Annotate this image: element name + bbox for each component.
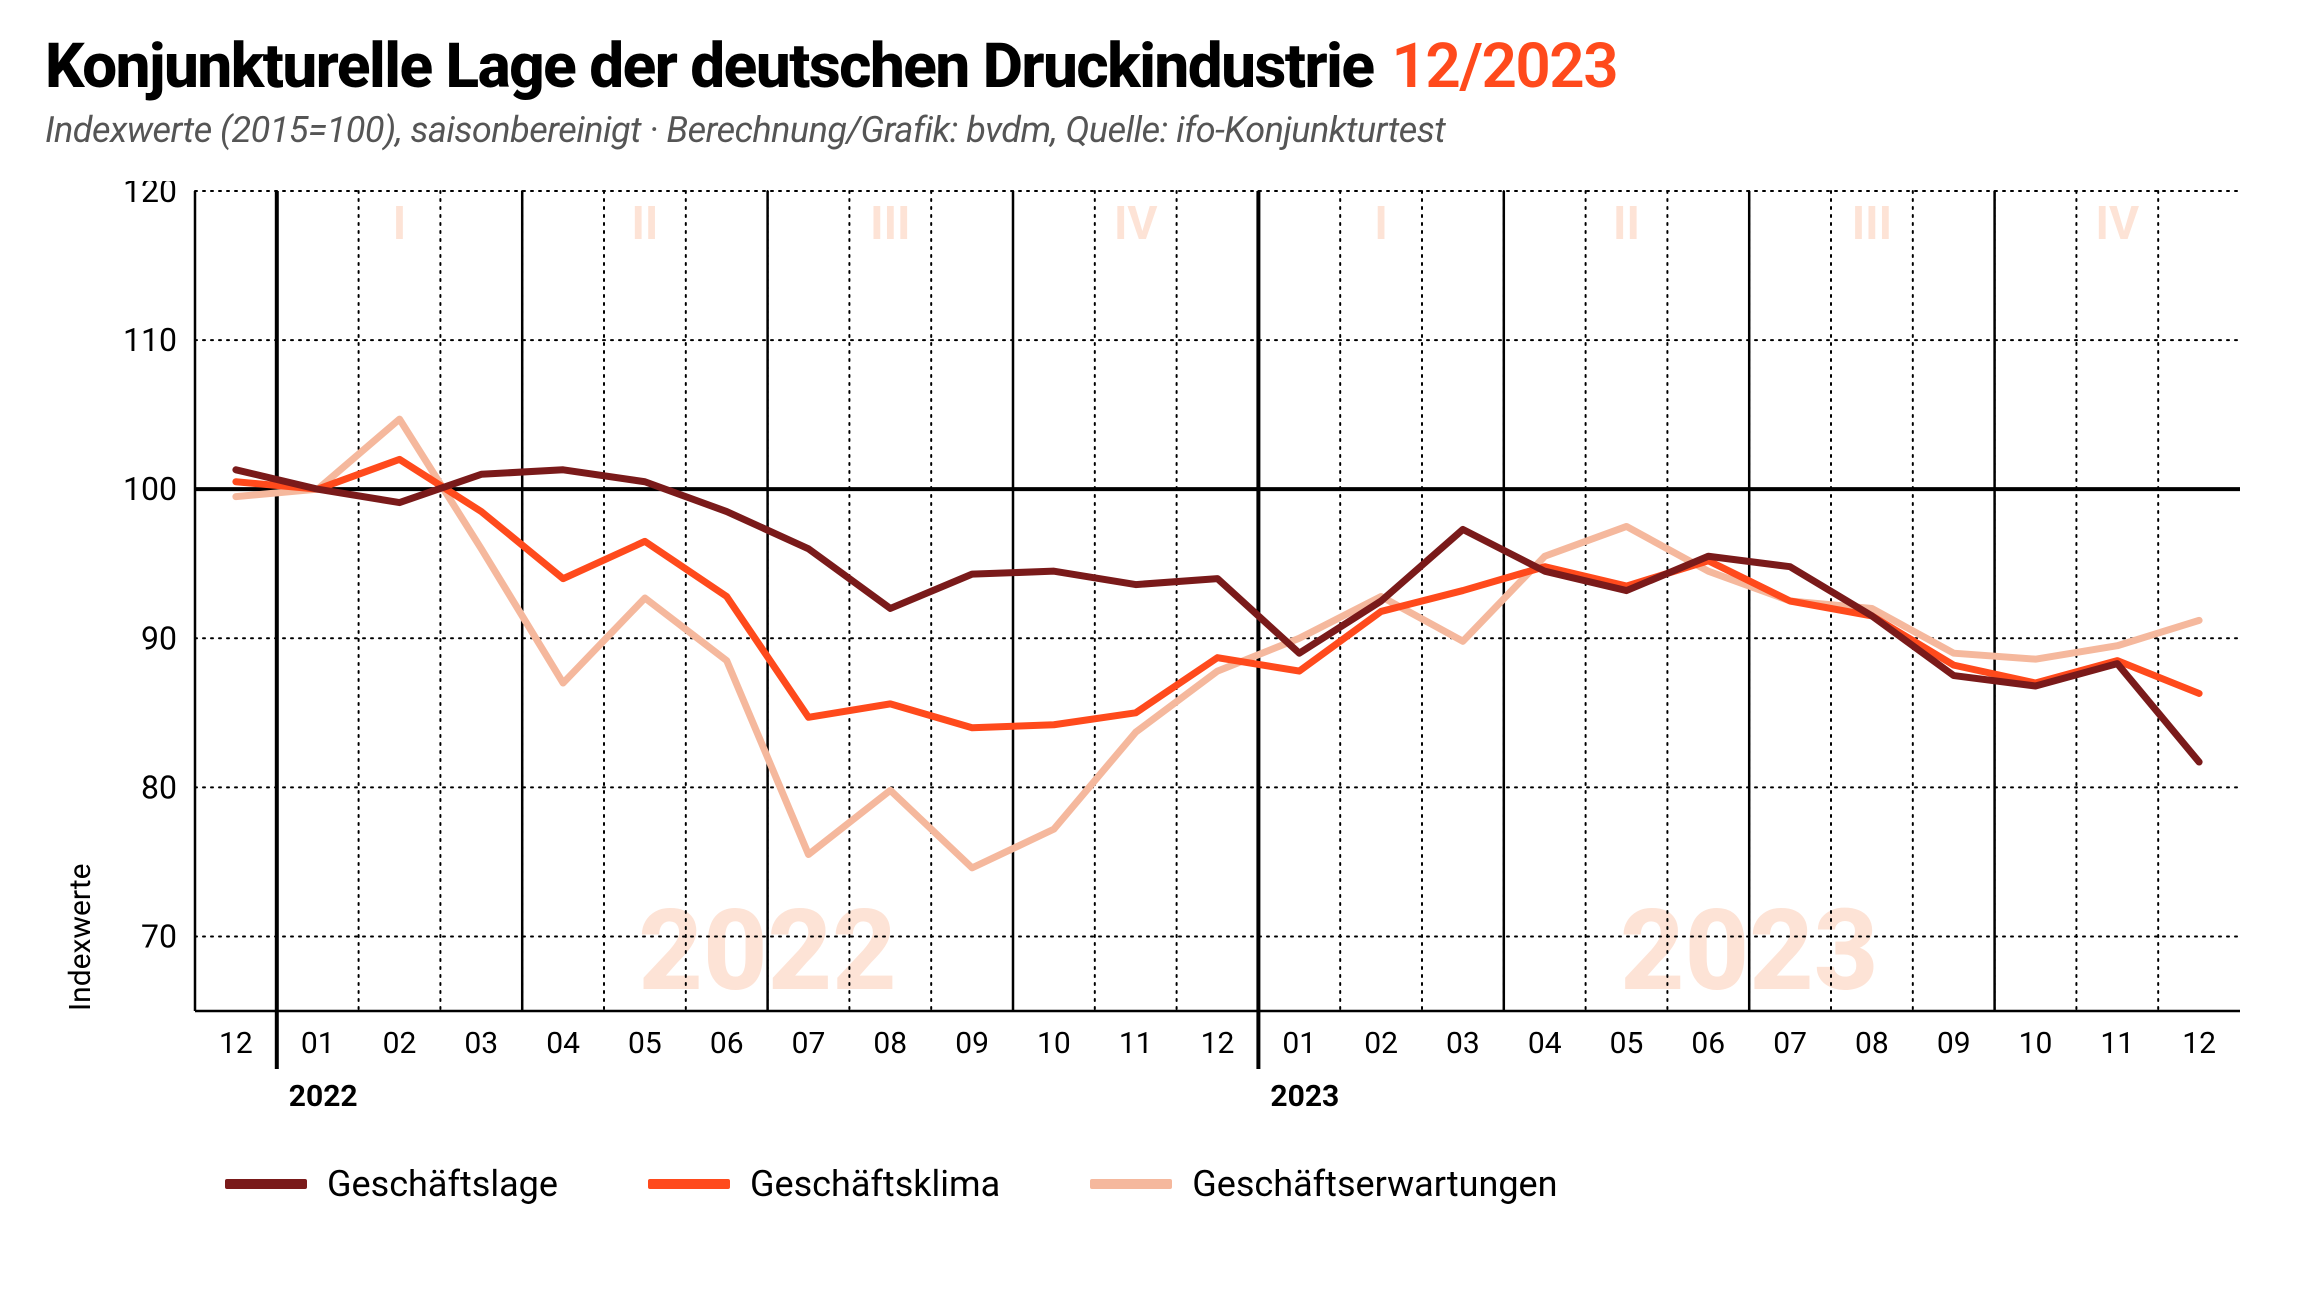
x-tick-label: 04 — [1528, 1026, 1562, 1061]
chart-legend: Geschäftslage Geschäftsklima Geschäftserwa… — [225, 1163, 2260, 1205]
x-tick-label: 12 — [1201, 1026, 1235, 1061]
x-tick-label: 07 — [792, 1026, 826, 1061]
legend-item: Geschäftslage — [225, 1163, 558, 1205]
legend-swatch — [648, 1179, 730, 1189]
x-tick-label: 10 — [1037, 1026, 1071, 1061]
x-tick-label: 08 — [1855, 1026, 1889, 1061]
quarter-watermark: IV — [2096, 197, 2140, 251]
line-chart: IIIIIIIVIIIIIIIV20222023708090100110120I… — [45, 181, 2260, 1141]
title-row: Konjunkturelle Lage der deutschen Drucki… — [45, 30, 2260, 103]
quarter-watermark: II — [631, 197, 658, 251]
quarter-watermark: I — [1374, 197, 1387, 251]
x-tick-label: 09 — [1937, 1026, 1971, 1061]
quarter-watermark: IV — [1114, 197, 1158, 251]
x-tick-label: 04 — [546, 1026, 580, 1061]
x-year-label: 2022 — [289, 1079, 358, 1114]
legend-label: Geschäftserwartungen — [1192, 1163, 1557, 1205]
x-tick-label: 05 — [628, 1026, 662, 1061]
x-tick-label: 12 — [219, 1026, 253, 1061]
page-title-date: 12/2023 — [1392, 30, 1618, 103]
x-tick-label: 10 — [2019, 1026, 2053, 1061]
x-tick-label: 03 — [1446, 1026, 1480, 1061]
page-subtitle: Indexwerte (2015=100), saisonbereinigt ·… — [45, 109, 2260, 151]
quarter-watermark: I — [393, 197, 406, 251]
x-tick-label: 02 — [383, 1026, 417, 1061]
legend-swatch — [225, 1179, 307, 1189]
x-tick-label: 07 — [1773, 1026, 1807, 1061]
x-tick-label: 06 — [1691, 1026, 1725, 1061]
quarter-watermark: III — [870, 197, 910, 251]
x-tick-label: 11 — [2100, 1026, 2134, 1061]
y-tick-label: 120 — [123, 181, 177, 210]
x-tick-label: 05 — [1610, 1026, 1644, 1061]
x-tick-label: 02 — [1364, 1026, 1398, 1061]
chart-container: IIIIIIIVIIIIIIIV20222023708090100110120I… — [45, 181, 2260, 1141]
x-tick-label: 03 — [464, 1026, 498, 1061]
x-tick-label: 08 — [873, 1026, 907, 1061]
quarter-watermark: III — [1852, 197, 1892, 251]
y-axis-title: Indexwerte — [63, 863, 98, 1011]
y-tick-label: 90 — [141, 619, 177, 657]
legend-item: Geschäftserwartungen — [1090, 1163, 1557, 1205]
page-title: Konjunkturelle Lage der deutschen Drucki… — [45, 30, 1374, 103]
x-tick-label: 11 — [1119, 1026, 1153, 1061]
y-tick-label: 100 — [123, 470, 177, 508]
x-year-label: 2023 — [1270, 1079, 1339, 1114]
quarter-watermark: II — [1613, 197, 1640, 251]
x-tick-label: 01 — [301, 1026, 335, 1061]
x-tick-label: 06 — [710, 1026, 744, 1061]
y-tick-label: 70 — [141, 917, 177, 955]
x-tick-label: 12 — [2182, 1026, 2216, 1061]
legend-swatch — [1090, 1179, 1172, 1189]
y-tick-label: 80 — [141, 768, 177, 806]
legend-label: Geschäftslage — [327, 1163, 558, 1205]
x-tick-label: 09 — [955, 1026, 989, 1061]
y-tick-label: 110 — [123, 321, 177, 359]
legend-item: Geschäftsklima — [648, 1163, 1000, 1205]
x-tick-label: 01 — [1282, 1026, 1316, 1061]
page-root: Konjunkturelle Lage der deutschen Drucki… — [0, 0, 2305, 1297]
legend-label: Geschäftsklima — [750, 1163, 1000, 1205]
